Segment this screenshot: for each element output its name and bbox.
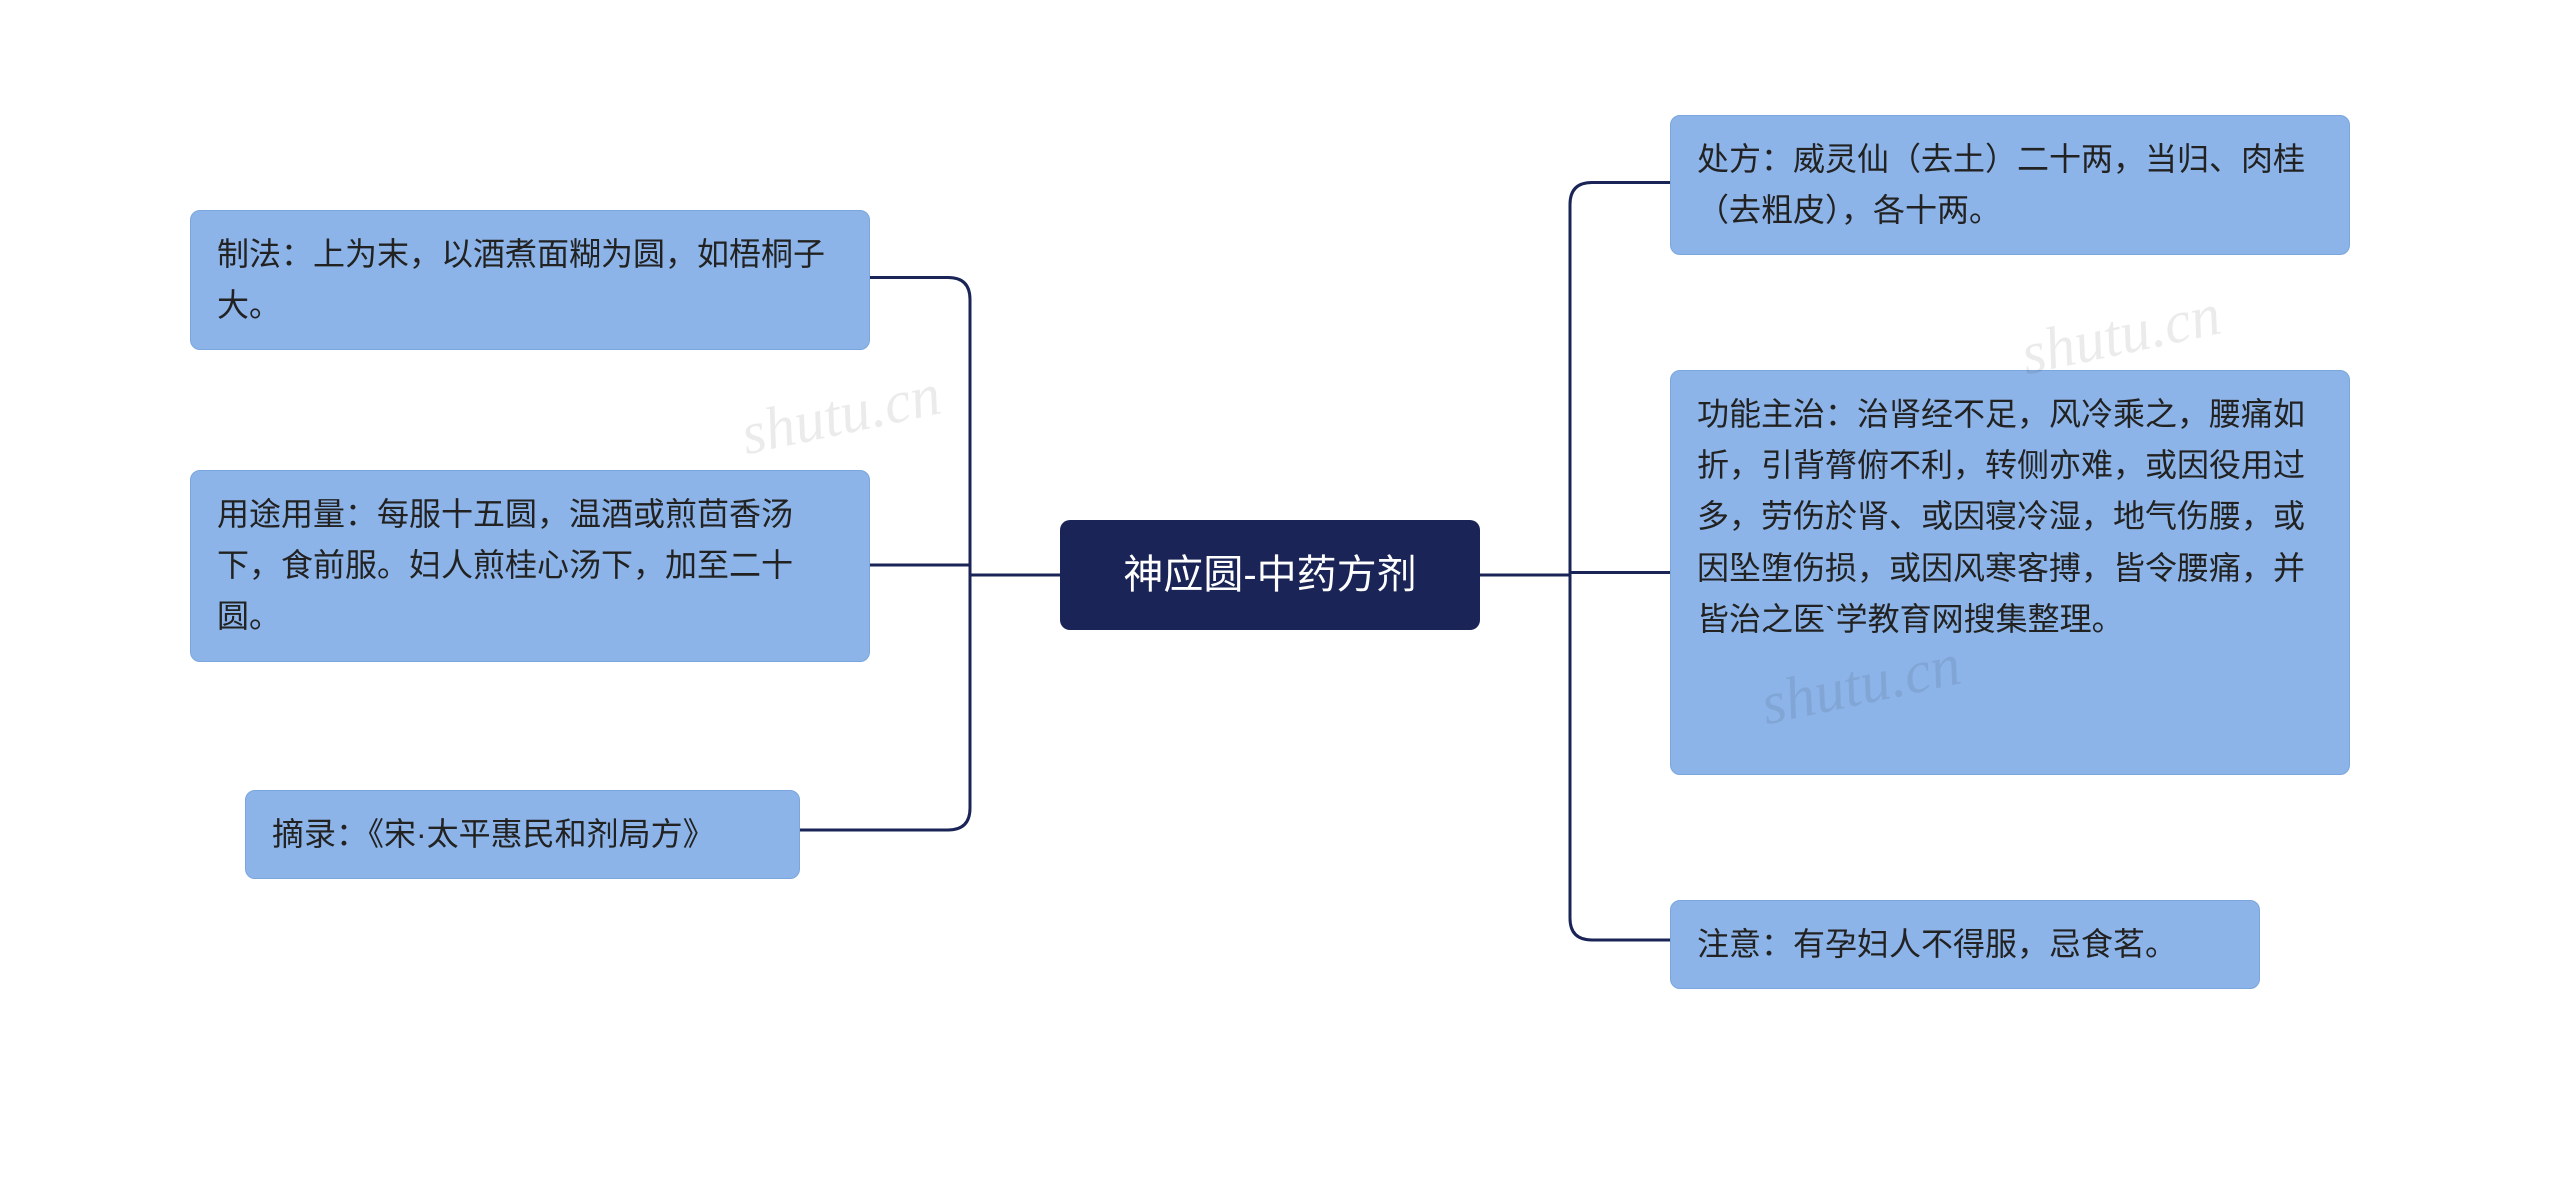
leaf-source-text: 摘录：《宋·太平惠民和剂局方》 <box>272 816 715 852</box>
leaf-usage: 用途用量：每服十五圆，温酒或煎茴香汤下，食前服。妇人煎桂心汤下，加至二十圆。 <box>190 470 870 662</box>
mindmap-canvas: 神应圆-中药方剂 制法：上为末，以酒煮面糊为圆，如梧桐子大。 用途用量：每服十五… <box>0 0 2560 1187</box>
leaf-method: 制法：上为末，以酒煮面糊为圆，如梧桐子大。 <box>190 210 870 350</box>
center-node: 神应圆-中药方剂 <box>1060 520 1480 630</box>
leaf-caution: 注意：有孕妇人不得服，忌食茗。 <box>1670 900 2260 989</box>
leaf-source: 摘录：《宋·太平惠民和剂局方》 <box>245 790 800 879</box>
leaf-usage-text: 用途用量：每服十五圆，温酒或煎茴香汤下，食前服。妇人煎桂心汤下，加至二十圆。 <box>217 496 793 634</box>
leaf-method-text: 制法：上为末，以酒煮面糊为圆，如梧桐子大。 <box>217 236 825 323</box>
leaf-rx-text: 处方：威灵仙（去土）二十两，当归、肉桂（去粗皮），各十两。 <box>1697 141 2305 228</box>
leaf-func-text: 功能主治：治肾经不足，风冷乘之，腰痛如折，引背膂俯不利，转侧亦难，或因役用过多，… <box>1697 396 2305 637</box>
leaf-rx: 处方：威灵仙（去土）二十两，当归、肉桂（去粗皮），各十两。 <box>1670 115 2350 255</box>
leaf-func: 功能主治：治肾经不足，风冷乘之，腰痛如折，引背膂俯不利，转侧亦难，或因役用过多，… <box>1670 370 2350 775</box>
center-node-label: 神应圆-中药方剂 <box>1123 543 1416 607</box>
leaf-caution-text: 注意：有孕妇人不得服，忌食茗。 <box>1697 926 2177 962</box>
watermark: shutu.cn <box>735 360 947 469</box>
